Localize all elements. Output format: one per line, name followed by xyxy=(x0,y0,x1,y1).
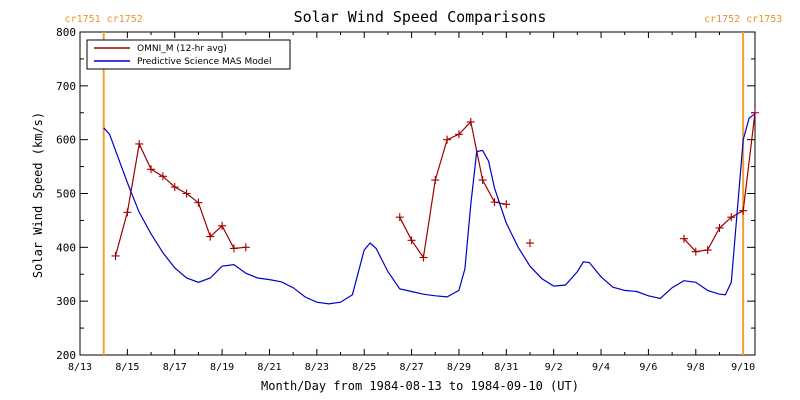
series-line xyxy=(114,142,246,257)
carrington-rotation-markers: cr1751 cr1752 cr1752 cr1753 xyxy=(65,14,782,355)
data-point-marker xyxy=(691,247,700,256)
x-tick-label: 8/13 xyxy=(68,362,92,373)
series-1 xyxy=(103,113,756,305)
data-point-marker xyxy=(502,200,511,209)
series-line xyxy=(399,120,507,260)
series-line xyxy=(103,113,756,305)
data-point-marker xyxy=(229,244,238,253)
x-tick-label: 8/19 xyxy=(210,362,234,373)
data-point-marker xyxy=(241,243,250,252)
x-tick-label: 8/27 xyxy=(400,362,424,373)
y-tick-label: 400 xyxy=(56,241,76,254)
data-point-marker xyxy=(407,236,416,245)
data-point-marker xyxy=(490,198,499,207)
carrington-label-left: cr1752 xyxy=(704,14,740,25)
data-point-marker xyxy=(182,189,191,198)
series-0 xyxy=(111,108,759,262)
data-point-marker xyxy=(419,253,428,262)
data-point-marker xyxy=(526,239,534,248)
data-point-marker xyxy=(218,221,227,230)
x-tick-label: 8/29 xyxy=(447,362,471,373)
data-point-marker xyxy=(194,198,203,207)
chart-title: Solar Wind Speed Comparisons xyxy=(294,8,547,26)
x-tick-label: 9/10 xyxy=(731,362,755,373)
y-tick-label: 500 xyxy=(56,188,76,201)
data-point-marker xyxy=(679,234,688,243)
data-point-marker xyxy=(478,176,487,185)
carrington-label-right: cr1753 xyxy=(746,14,782,25)
x-axis-label: Month/Day from 1984-08-13 to 1984-09-10 … xyxy=(261,379,579,393)
data-point-marker xyxy=(703,246,712,255)
y-tick-label: 300 xyxy=(56,295,76,308)
data-point-marker xyxy=(395,213,404,222)
y-axis: 200 300 400 500 600 700 800 xyxy=(56,26,755,362)
y-tick-label: 700 xyxy=(56,80,76,93)
x-tick-label: 8/21 xyxy=(257,362,281,373)
data-point-marker xyxy=(431,176,440,185)
y-tick-label: 800 xyxy=(56,26,76,39)
data-point-marker xyxy=(715,223,724,232)
x-tick-label: 8/17 xyxy=(163,362,187,373)
data-point-marker xyxy=(206,232,215,241)
x-tick-label: 8/23 xyxy=(305,362,329,373)
legend-box xyxy=(86,39,291,70)
data-point-marker xyxy=(727,213,736,222)
x-tick-label: 9/2 xyxy=(545,362,563,373)
series-layer xyxy=(103,108,759,305)
legend-label-omni: OMNI_M (12-hr avg) xyxy=(137,44,227,54)
data-point-marker xyxy=(147,165,156,174)
plot-frame xyxy=(79,31,756,356)
x-tick-label: 8/25 xyxy=(352,362,376,373)
x-tick-label: 9/8 xyxy=(687,362,705,373)
legend: OMNI_M (12-hr avg) Predictive Science MA… xyxy=(86,39,291,70)
legend-label-model: Predictive Science MAS Model xyxy=(137,57,272,67)
data-point-marker xyxy=(739,206,748,215)
y-tick-label: 600 xyxy=(56,134,76,147)
data-point-marker xyxy=(443,135,452,144)
data-point-marker xyxy=(158,172,167,181)
x-tick-label: 9/4 xyxy=(592,362,610,373)
carrington-label-right: cr1752 xyxy=(107,14,143,25)
y-axis-label: Solar Wind Speed (km/s) xyxy=(31,112,45,278)
data-point-marker xyxy=(111,251,120,260)
data-point-marker xyxy=(751,108,759,117)
carrington-label-left: cr1751 xyxy=(65,14,101,25)
data-point-marker xyxy=(466,117,475,126)
data-point-marker xyxy=(135,139,144,148)
data-point-marker xyxy=(454,130,463,139)
x-tick-label: 9/6 xyxy=(639,362,657,373)
data-point-marker xyxy=(170,183,179,192)
x-tick-label: 8/15 xyxy=(115,362,139,373)
data-point-marker xyxy=(123,208,132,217)
x-tick-label: 8/31 xyxy=(494,362,518,373)
x-axis: 8/13 8/15 8/17 8/19 8/21 8/23 8/25 8/27 8/29 8/31… xyxy=(68,32,755,373)
y-tick-label: 200 xyxy=(56,349,76,362)
